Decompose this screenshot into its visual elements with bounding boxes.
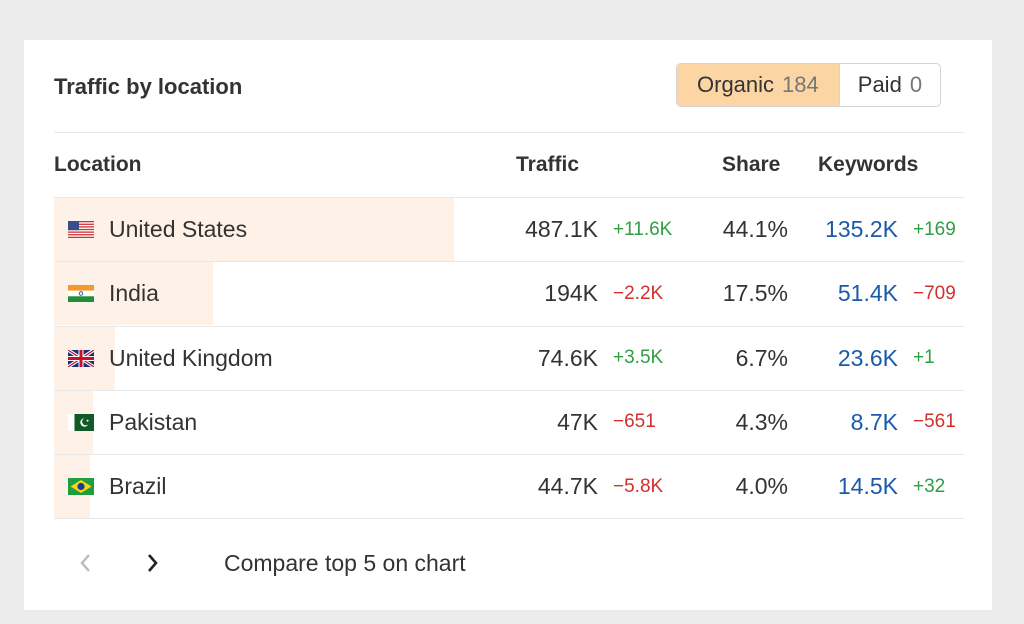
paid-label: Paid — [857, 72, 902, 97]
traffic-by-location-card: Traffic by location Organic 184 Paid 0 L… — [24, 40, 992, 610]
paid-toggle-button[interactable]: Paid 0 — [838, 64, 940, 106]
keywords-delta: +169 — [913, 218, 956, 240]
paid-count: 0 — [909, 72, 923, 97]
country-name[interactable]: India — [109, 280, 159, 307]
country-name[interactable]: United States — [109, 216, 248, 242]
keywords-delta: −561 — [913, 411, 956, 433]
keywords-delta: +32 — [913, 475, 946, 497]
keywords-link[interactable]: 8.7K — [850, 408, 898, 435]
column-header-keywords[interactable]: Keywords — [818, 153, 919, 176]
traffic-delta: −2.2K — [613, 282, 664, 304]
keywords-link[interactable]: 14.5K — [837, 473, 898, 500]
compare-top5-link[interactable]: Compare top 5 on chart — [224, 550, 466, 576]
organic-count: 184 — [782, 72, 819, 97]
keywords-link[interactable]: 51.4K — [837, 280, 898, 307]
keywords-link[interactable]: 135.2K — [825, 216, 898, 242]
country-name[interactable]: Brazil — [109, 473, 167, 500]
traffic-delta: −5.8K — [613, 475, 664, 497]
share-bar — [54, 198, 454, 261]
organic-toggle-button[interactable]: Organic 184 — [677, 64, 839, 106]
table-row[interactable]: United States 487.1K +11.6K 44.1% 135.2K +169 — [54, 197, 964, 261]
column-header-traffic[interactable]: Traffic — [516, 153, 580, 176]
traffic-value: 74.6K — [537, 344, 598, 371]
country-name[interactable]: United Kingdom — [109, 344, 273, 371]
traffic-value: 44.7K — [537, 473, 598, 500]
share-value: 44.1% — [722, 216, 788, 242]
prev-page-button[interactable] — [76, 550, 96, 582]
organic-paid-toggle: Organic 184 Paid 0 — [676, 63, 942, 107]
keywords-delta: +1 — [913, 347, 935, 369]
keywords-delta: −709 — [913, 282, 956, 304]
header-divider — [54, 132, 964, 133]
next-page-button[interactable] — [142, 550, 162, 582]
traffic-value: 194K — [544, 280, 598, 307]
column-header-share[interactable]: Share — [722, 153, 781, 176]
traffic-value: 47K — [557, 408, 598, 435]
traffic-delta: +3.5K — [613, 347, 664, 369]
share-value: 4.0% — [735, 473, 788, 500]
share-value: 4.3% — [735, 408, 788, 435]
table-row[interactable]: India 194K −2.2K 17.5% 51.4K −709 — [54, 261, 964, 326]
india-flag-icon — [68, 285, 94, 303]
column-header-location[interactable]: Location — [54, 153, 142, 176]
share-value: 6.7% — [735, 344, 788, 371]
organic-label: Organic — [697, 72, 775, 97]
table-bottom-divider — [54, 518, 964, 519]
table-row[interactable]: Brazil 44.7K −5.8K 4.0% 14.5K +32 — [54, 454, 964, 519]
uk-flag-icon — [68, 349, 94, 367]
us-flag-icon — [68, 221, 94, 238]
country-name[interactable]: Pakistan — [109, 408, 198, 435]
traffic-delta: +11.6K — [613, 218, 673, 240]
chevron-right-icon — [148, 554, 158, 572]
keywords-link[interactable]: 23.6K — [837, 344, 898, 371]
share-value: 17.5% — [722, 280, 788, 307]
traffic-delta: −651 — [613, 411, 656, 433]
table-row[interactable]: United Kingdom 74.6K +3.5K 6.7% 23.6K +1 — [54, 325, 964, 390]
brazil-flag-icon — [68, 478, 94, 496]
widget-title: Traffic by location — [54, 74, 243, 99]
pakistan-flag-icon — [68, 413, 94, 431]
table-row[interactable]: Pakistan 47K −651 4.3% 8.7K −561 — [54, 389, 964, 454]
traffic-value: 487.1K — [525, 216, 598, 242]
chevron-left-icon — [80, 554, 90, 572]
